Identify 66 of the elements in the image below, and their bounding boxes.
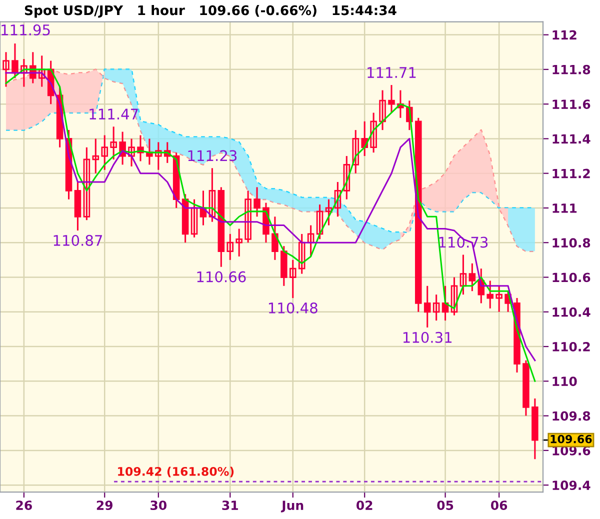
x-tick-label: 05 xyxy=(437,500,454,510)
candlestick xyxy=(236,228,242,258)
y-tick-label: 110 xyxy=(552,376,577,386)
candlestick xyxy=(190,198,198,238)
candlestick xyxy=(370,112,377,154)
candlestick xyxy=(298,233,306,275)
candlestick xyxy=(2,51,10,88)
annotation: 111.71 xyxy=(368,67,416,78)
candlestick xyxy=(272,216,278,261)
y-tick-label: 110.8 xyxy=(552,238,590,248)
x-tick-label: 26 xyxy=(16,500,32,510)
annotation: 111.23 xyxy=(188,150,237,162)
candlestick xyxy=(289,259,296,299)
candlestick xyxy=(424,285,431,328)
candlestick xyxy=(316,204,324,240)
candlestick xyxy=(244,190,252,244)
candlestick xyxy=(352,129,360,174)
annotation: 111.95 xyxy=(2,24,50,36)
candlestick xyxy=(334,181,342,218)
candlestick xyxy=(38,54,46,88)
annotation: 110.66 xyxy=(197,271,246,282)
y-tick-label: 109.8 xyxy=(552,411,590,421)
candlestick xyxy=(226,233,234,261)
candlestick xyxy=(468,262,476,292)
y-tick-label: 110.2 xyxy=(552,342,590,352)
candlestick xyxy=(101,134,108,171)
candlestick xyxy=(128,138,135,168)
y-tick-label: 111.6 xyxy=(552,100,590,109)
y-tick-label: 111.2 xyxy=(552,168,590,178)
x-tick-label: Jun xyxy=(280,500,304,512)
candlestick xyxy=(496,285,502,313)
annotation: 110.31 xyxy=(403,332,452,343)
y-tick-label: 111.8 xyxy=(552,64,590,74)
y-tick-label: 112 xyxy=(552,30,576,40)
ref-line-label: 109.42 (161.80%) xyxy=(118,466,234,478)
chart-title: Spot USD/JPY 1 hour 109.66 (-0.66%) 15:44:34 xyxy=(24,5,396,18)
x-tick-label: 02 xyxy=(356,500,372,510)
candlestick xyxy=(307,224,314,258)
candlestick xyxy=(12,42,18,79)
annotation: 110.87 xyxy=(54,234,102,246)
candlestick xyxy=(388,84,395,114)
y-tick-label: 110.4 xyxy=(552,307,590,317)
text: 109.66 xyxy=(550,434,592,444)
y-tick-label: 110.6 xyxy=(552,272,590,282)
annotation: 111.47 xyxy=(90,108,138,120)
y-tick-label: 109.4 xyxy=(552,480,590,490)
candlestick xyxy=(432,294,440,322)
x-tick-label: 29 xyxy=(96,500,113,510)
y-tick-label: 111.4 xyxy=(552,134,590,144)
candlestick xyxy=(460,254,467,296)
candlestick xyxy=(92,138,100,174)
y-tick-label: 111 xyxy=(552,204,577,213)
candlestick xyxy=(486,280,494,310)
candlestick xyxy=(379,89,386,131)
candlestick xyxy=(254,186,260,218)
candlestick xyxy=(83,146,90,221)
candlestick xyxy=(208,167,216,223)
candlestick xyxy=(343,155,350,200)
x-tick-label: 30 xyxy=(150,500,167,510)
candlestick xyxy=(325,198,332,226)
x-tick-label: 06 xyxy=(490,500,508,510)
candlestick xyxy=(155,141,162,171)
candlestick xyxy=(450,276,458,316)
candlestick xyxy=(110,126,117,160)
x-tick-label: 31 xyxy=(222,500,238,510)
annotation: 110.48 xyxy=(268,302,318,314)
